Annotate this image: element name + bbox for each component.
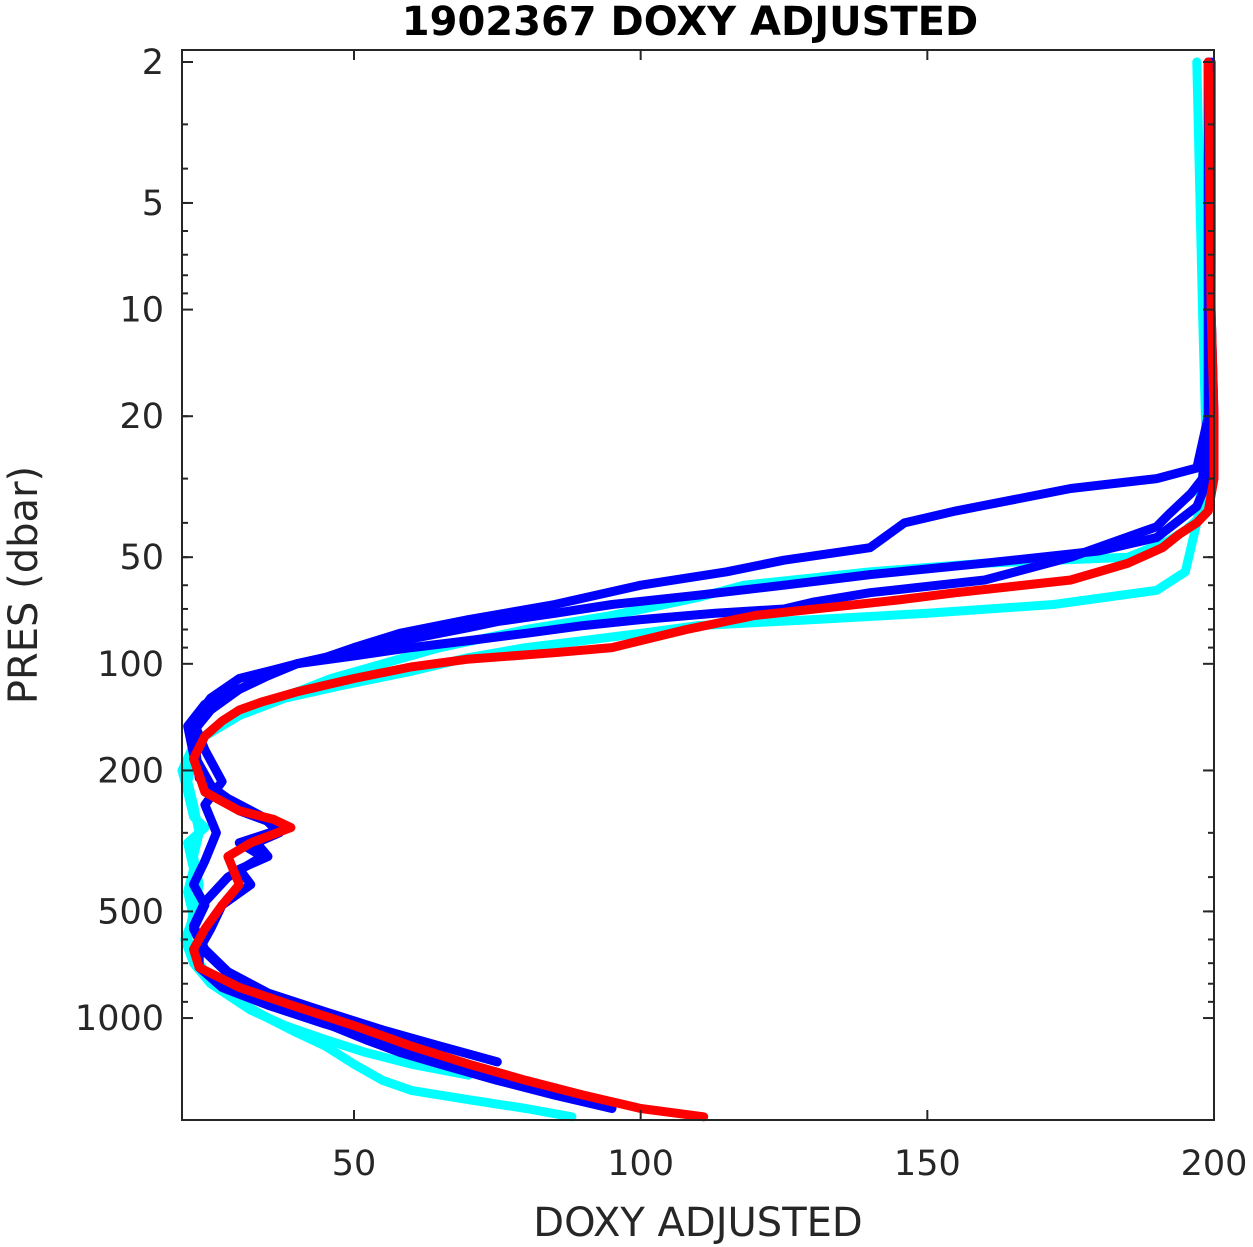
x-tick-label: 100: [607, 1144, 674, 1184]
series-line-5: [183, 57, 1213, 1067]
y-tick-label: 50: [119, 538, 164, 578]
series-layer: [177, 57, 1219, 1122]
y-axis: 2 5 10 20 50 100 200 500 1000: [75, 43, 1214, 1039]
y-tick-label: 200: [97, 751, 164, 791]
series-line-1: [177, 57, 1213, 1122]
y-tick-label: 100: [97, 645, 164, 685]
series-line-2: [183, 57, 1213, 1080]
chart-title: 1902367 DOXY ADJUSTED: [402, 0, 978, 45]
y-tick-label: 10: [119, 291, 164, 331]
y-tick-label: 5: [142, 184, 164, 224]
series-line-6: [189, 57, 1219, 1122]
y-axis-label: PRES (dbar): [1, 466, 47, 704]
y-tick-label: 1000: [75, 999, 164, 1039]
plot-area: 50 100 150 200 2 5 10 20 50 100 200 500 1000: [75, 43, 1247, 1184]
x-axis-label: DOXY ADJUSTED: [533, 1200, 862, 1246]
y-tick-label: 500: [97, 892, 164, 932]
y-tick-label: 2: [142, 43, 164, 83]
y-tick-label: 20: [119, 397, 164, 437]
x-axis: 50 100 150 200: [332, 50, 1248, 1184]
x-tick-label: 150: [894, 1144, 961, 1184]
x-tick-label: 50: [332, 1144, 377, 1184]
x-tick-label: 200: [1181, 1144, 1248, 1184]
